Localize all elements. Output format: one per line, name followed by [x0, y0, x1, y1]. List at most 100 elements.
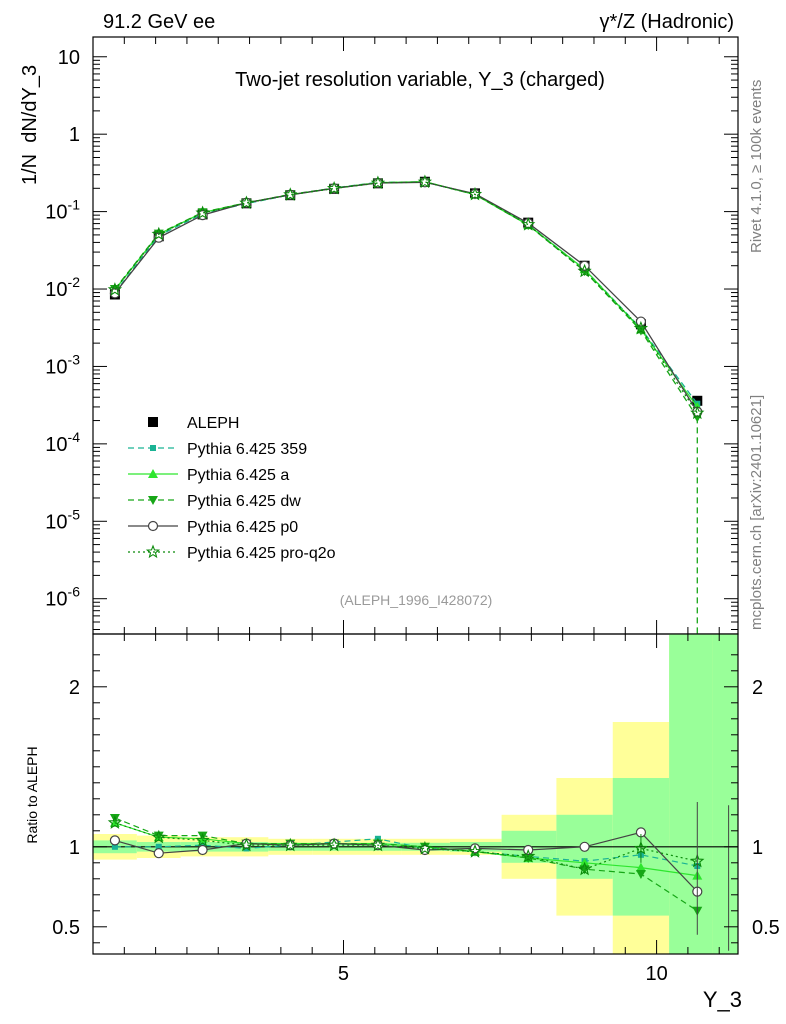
ratio-ytick-label-left: 1: [69, 837, 80, 859]
legend-marker: [148, 469, 158, 478]
ratio-point: [635, 862, 646, 872]
xtick-label: 10: [645, 963, 667, 985]
data-point: [195, 205, 210, 219]
ratio-point: [577, 861, 592, 876]
ratio-point: [111, 843, 118, 850]
ytick-base: 10: [45, 589, 67, 611]
main-ytick-label: 10-2: [45, 274, 80, 301]
legend-label: ALEPH: [187, 415, 239, 432]
data-point: [370, 175, 386, 190]
ratio-point: [283, 837, 298, 852]
ratio-point: [579, 841, 590, 852]
legend-marker: [148, 496, 158, 505]
main-ytick-label: 10-5: [45, 506, 80, 533]
main-ytick-label: 10-4: [45, 429, 80, 456]
data-point: [239, 195, 254, 210]
ratio-point: [195, 832, 210, 847]
ytick-exp: -2: [68, 274, 81, 290]
ratio-ytick-label-right: 1: [752, 837, 763, 859]
ratio-point: [467, 844, 483, 858]
main-ytick-label: 10: [58, 47, 80, 69]
ratio-point: [469, 843, 481, 854]
legend-item: Pythia 6.425 pro-q2o: [128, 544, 336, 562]
data-point: [326, 180, 342, 195]
legend-marker: [150, 445, 156, 451]
data-point: [690, 405, 705, 420]
data-point: [633, 320, 649, 335]
rivet-version-label: Rivet 4.1.0, ≥ 100k events: [748, 80, 765, 253]
ratio-point: [635, 870, 646, 879]
ytick-exp: -6: [68, 584, 81, 600]
ytick-base: 10: [45, 356, 67, 378]
main-ytick-label: 10-3: [45, 351, 80, 378]
main-ytick-label: 10-1: [45, 197, 80, 224]
data-point: [467, 186, 483, 201]
main-ytick-label: 1: [69, 124, 80, 146]
ratio-ytick-label-left: 0.5: [52, 917, 80, 939]
ratio-point: [370, 837, 386, 852]
ratio-point: [197, 844, 208, 856]
legend-marker: [148, 417, 158, 427]
ratio-point: [326, 837, 342, 852]
ratio-point: [153, 848, 164, 859]
ratio-point: [109, 835, 121, 846]
ratio-frame: [92, 633, 739, 955]
ytick-base: 10: [45, 279, 67, 301]
legend-marker: [145, 544, 161, 559]
legend-item: Pythia 6.425 359: [128, 441, 307, 458]
ratio-band-green: [712, 634, 738, 954]
legend-item: Pythia 6.425 p0: [128, 519, 298, 536]
data-point: [417, 174, 433, 189]
data-point: [577, 263, 592, 278]
legend-item: Pythia 6.425 dw: [128, 493, 301, 510]
ytick-exp: -1: [68, 197, 81, 213]
ratio-point: [107, 815, 123, 829]
data-point: [283, 187, 298, 201]
ratio-point: [151, 829, 166, 844]
ratio-ytick-label-right: 0.5: [752, 917, 780, 939]
ratio-panel: 2 2 1 1 0.5 0.5 5 10 Ratio to ALEPH Y_3: [24, 633, 780, 1012]
main-ytick-label: 10-6: [45, 584, 80, 611]
series-pythia-6-425-pro-q2o: [107, 174, 705, 420]
ratio-bands: [93, 634, 738, 954]
legend-item: ALEPH: [148, 415, 239, 432]
legend-item: Pythia 6.425 a: [128, 467, 289, 484]
ratio-point: [153, 831, 164, 841]
ytick-exp: -4: [68, 429, 81, 445]
ratio-point: [417, 840, 433, 855]
ratio-ytick-label-left: 2: [69, 677, 80, 699]
header-left: 91.2 GeV ee: [103, 11, 215, 33]
main-title: Two-jet resolution variable, Y_3 (charge…: [235, 69, 605, 91]
ratio-ylabel: Ratio to ALEPH: [24, 746, 40, 843]
ytick-base: 10: [45, 434, 67, 456]
data-point: [521, 217, 536, 231]
legend-label: Pythia 6.425 359: [187, 441, 307, 458]
ytick-exp: -5: [68, 506, 81, 522]
ratio-point: [109, 814, 120, 823]
data-point: [151, 226, 166, 241]
xtick-label: 5: [338, 963, 349, 985]
mcplots-label: mcplots.cern.ch [arXiv:2401.10621]: [748, 395, 765, 630]
ratio-axis-ticks: 2 2 1 1 0.5 0.5 5 10: [52, 634, 780, 985]
ytick-exp: -3: [68, 351, 81, 367]
legend: ALEPH Pythia 6.425 359 Pythia 6.425 a Pythi…: [128, 415, 336, 562]
data-point: [107, 282, 123, 296]
header-right: γ*/Z (Hadronic): [600, 11, 734, 33]
ratio-point: [155, 843, 162, 850]
series-line: [114, 181, 698, 414]
ratio-band-green: [669, 634, 713, 954]
main-series-layer: [107, 174, 705, 634]
analysis-tag: (ALEPH_1996_I428072): [340, 592, 493, 608]
legend-label: Pythia 6.425 pro-q2o: [187, 545, 336, 562]
x-axis-label: Y_3: [703, 987, 742, 1012]
legend-label: Pythia 6.425 dw: [187, 493, 301, 510]
main-ylabel: 1/N dN/dY_3: [19, 65, 41, 185]
ytick-base: 10: [45, 511, 67, 533]
ytick-base: 10: [45, 202, 67, 224]
ratio-point: [197, 831, 208, 841]
legend-label: Pythia 6.425 a: [187, 467, 289, 484]
ratio-ytick-label-right: 2: [752, 677, 763, 699]
ratio-line: [114, 822, 698, 870]
